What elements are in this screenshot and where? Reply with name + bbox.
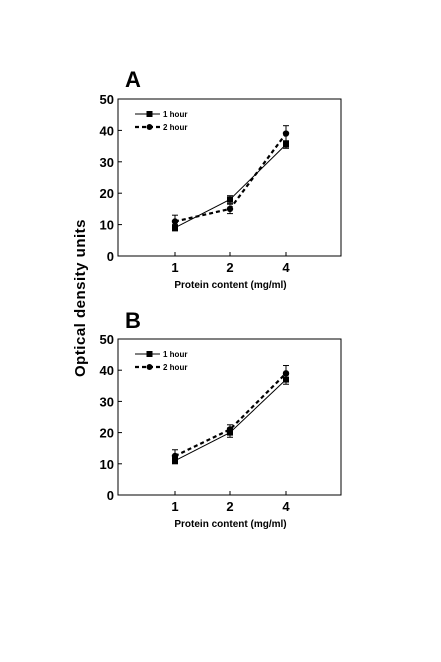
y-tick-label: 40 xyxy=(100,123,114,138)
data-point-circle xyxy=(226,205,234,213)
y-tick-label: 50 xyxy=(100,332,114,347)
x-tick-label: 2 xyxy=(226,260,233,275)
legend-label: 2 hour xyxy=(163,363,187,372)
series-line-1 xyxy=(174,379,287,462)
y-tick-label: 0 xyxy=(107,488,114,503)
x-tick-label: 1 xyxy=(171,260,178,275)
x-tick-label: 2 xyxy=(226,499,233,514)
panel-a: A 0 10 20 30 40 50 1 2 4 Protein content (mg/ml) 1 … xyxy=(100,67,342,291)
data-point-square xyxy=(283,141,289,148)
data-point-circle xyxy=(282,130,290,137)
panel-letter: B xyxy=(125,308,141,333)
y-tick-label: 10 xyxy=(100,218,114,233)
x-tick-label: 4 xyxy=(282,499,290,514)
legend-label: 1 hour xyxy=(163,110,187,119)
data-point-square xyxy=(227,196,233,203)
y-tick-label: 50 xyxy=(100,92,114,107)
y-axis-label: Optical density units xyxy=(72,219,89,377)
legend-marker-circle xyxy=(146,364,153,370)
legend-marker-circle xyxy=(146,124,153,130)
legend-marker-square xyxy=(146,111,153,117)
x-axis-label: Protein content (mg/ml) xyxy=(174,280,286,291)
y-tick-label: 20 xyxy=(100,426,114,441)
x-axis-label: Protein content (mg/ml) xyxy=(174,519,286,530)
data-point-circle xyxy=(282,370,290,377)
plot-frame xyxy=(117,98,342,257)
legend-label: 1 hour xyxy=(163,350,187,359)
y-tick-label: 10 xyxy=(100,457,114,472)
y-tick-label: 20 xyxy=(100,186,114,201)
y-tick-label: 30 xyxy=(100,394,114,409)
panel-letter: A xyxy=(125,67,141,92)
panel-b: B 0 10 20 30 40 50 1 2 4 Protein content (mg/ml) 1 … xyxy=(100,308,342,530)
series-line-2 xyxy=(174,372,287,457)
y-tick-label: 0 xyxy=(107,249,114,264)
data-point-circle xyxy=(226,426,234,433)
plot-frame xyxy=(117,338,342,496)
x-tick-label: 4 xyxy=(282,260,290,275)
y-tick-label: 30 xyxy=(100,155,114,170)
x-tick-label: 1 xyxy=(171,499,178,514)
y-tick-label: 40 xyxy=(100,363,114,378)
data-point-circle xyxy=(171,218,179,225)
legend-marker-square xyxy=(146,351,153,357)
data-point-circle xyxy=(171,452,179,460)
legend-label: 2 hour xyxy=(163,123,187,132)
